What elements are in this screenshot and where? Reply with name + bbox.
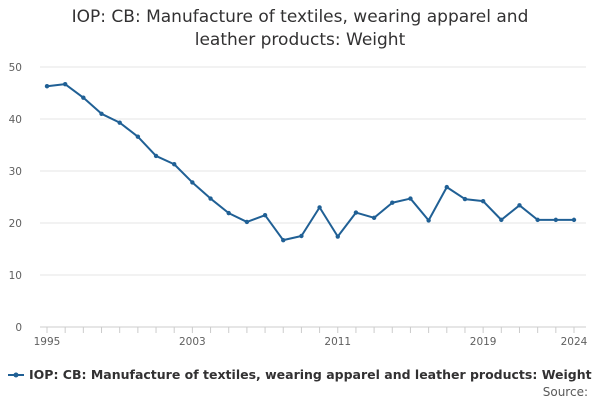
data-point	[135, 134, 141, 139]
chart-title-line-2: leather products: Weight	[194, 30, 406, 50]
data-point	[281, 237, 286, 243]
x-tick-label: 2024	[561, 336, 588, 348]
data-point	[553, 217, 559, 223]
data-point	[408, 196, 413, 201]
data-point	[426, 218, 431, 223]
data-point	[353, 210, 359, 215]
chart-title-line-1: IOP: CB: Manufacture of textiles, wearin…	[71, 7, 529, 27]
legend: IOP: CB: Manufacture of textiles, wearin…	[8, 367, 592, 382]
x-tick-label: 2011	[324, 336, 351, 348]
source-label: Source:	[543, 385, 588, 399]
data-point	[390, 200, 395, 205]
data-point	[299, 233, 304, 239]
y-tick-label: 20	[9, 218, 22, 230]
data-point	[117, 120, 122, 125]
data-point	[81, 95, 86, 100]
chart-title: IOP: CB: Manufacture of textiles, wearin…	[0, 6, 600, 52]
data-point	[535, 217, 540, 223]
data-point	[99, 111, 104, 117]
x-tick-label: 1995	[34, 336, 61, 348]
legend-label: IOP: CB: Manufacture of textiles, wearin…	[29, 367, 592, 382]
x-axis: 1995 2003 2011 2019 2024	[34, 326, 588, 348]
data-point	[517, 203, 522, 208]
data-point	[190, 180, 195, 185]
y-tick-label: 40	[9, 114, 22, 126]
data-point	[499, 217, 504, 223]
data-point	[371, 215, 377, 220]
data-point	[480, 198, 486, 204]
y-tick-label: 50	[9, 62, 22, 74]
data-point	[317, 205, 322, 210]
y-tick-label: 30	[9, 166, 22, 178]
y-tick-label: 0	[15, 322, 22, 334]
data-point	[462, 196, 468, 202]
data-point	[172, 162, 177, 167]
y-tick-label: 10	[9, 270, 22, 282]
data-point	[571, 217, 577, 223]
x-tick-label: 2003	[179, 336, 206, 348]
y-axis: 0 10 20 30 40 50	[9, 62, 22, 334]
data-point	[444, 184, 449, 190]
legend-point-marker	[13, 372, 19, 378]
data-point	[244, 219, 250, 225]
data-point	[262, 213, 268, 218]
gridlines	[40, 66, 586, 276]
data-point	[226, 210, 231, 216]
data-point	[62, 81, 68, 87]
data-point	[208, 196, 213, 201]
x-tick-label: 2019	[470, 336, 497, 348]
data-point	[153, 153, 159, 159]
series-layer	[44, 81, 577, 243]
data-point	[335, 234, 340, 239]
series-line	[46, 83, 574, 242]
data-point	[44, 84, 50, 89]
